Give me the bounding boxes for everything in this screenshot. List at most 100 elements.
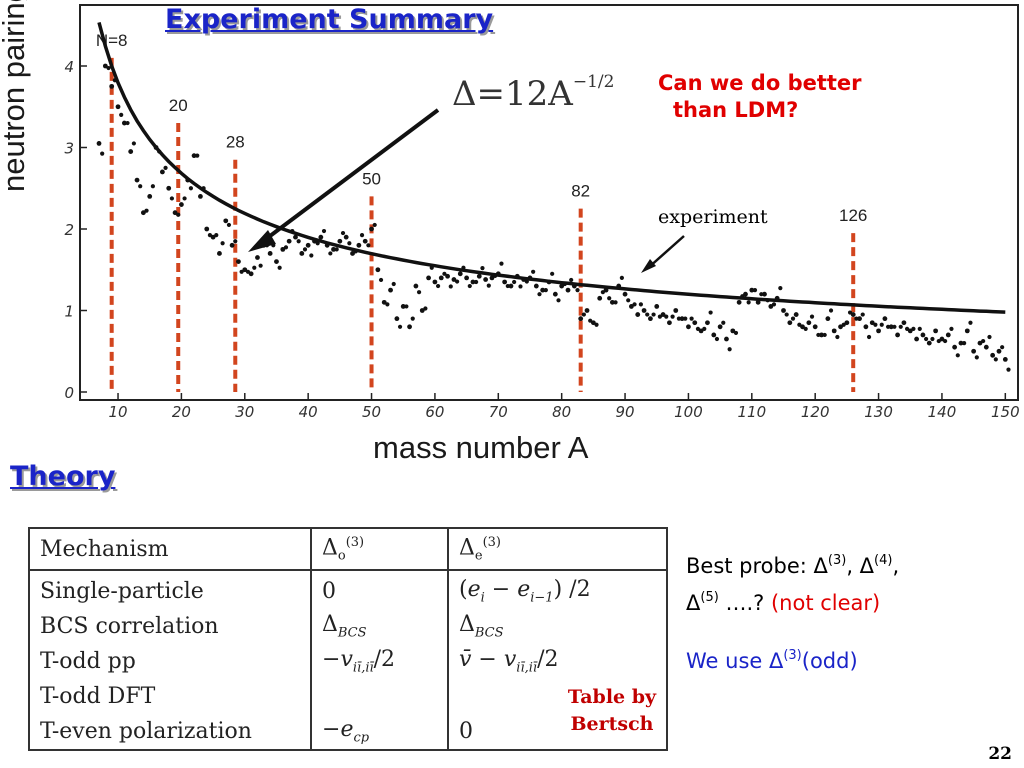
data-point [438, 275, 444, 281]
data-point [911, 326, 916, 331]
ldm-question: Can we do better than LDM? [658, 70, 918, 124]
delta-odd-cell [311, 679, 449, 714]
x-tick-label: 150 [991, 403, 1020, 421]
data-point [943, 338, 948, 344]
data-point [416, 290, 422, 295]
data-point [423, 306, 428, 311]
data-point [464, 275, 470, 281]
formula-arrow [256, 108, 440, 247]
data-point [204, 226, 210, 232]
data-point [356, 242, 362, 248]
data-point [385, 302, 390, 307]
data-point [248, 271, 254, 277]
data-point [844, 320, 850, 326]
data-point [673, 308, 679, 313]
data-point [752, 288, 758, 293]
delta-even-cell: 0 [459, 719, 473, 744]
table-credit-line1: Table by [567, 686, 657, 708]
data-point [138, 184, 143, 189]
data-point [622, 291, 628, 297]
data-point [362, 238, 368, 244]
y-tick-label: 4 [64, 58, 74, 76]
data-point [531, 269, 536, 274]
use-sup: (3) [783, 648, 802, 663]
data-point [350, 251, 355, 256]
data-point [109, 83, 115, 89]
data-point [705, 320, 710, 326]
x-tick-label: 50 [362, 403, 381, 421]
data-point [150, 184, 155, 189]
table-row: Single-particle 0 (ei − ei−1) /2 [29, 570, 667, 609]
data-point [286, 238, 292, 244]
data-point [755, 299, 761, 305]
data-point [882, 316, 888, 322]
data-point [831, 328, 837, 334]
data-point [907, 328, 913, 334]
data-point [790, 316, 796, 321]
data-point [359, 233, 365, 238]
data-point [106, 65, 111, 71]
data-point [512, 279, 517, 285]
table-credit-line2: Bertsch [570, 713, 654, 735]
data-point [689, 316, 694, 321]
data-point [686, 324, 691, 330]
data-point [220, 241, 225, 246]
data-point [119, 112, 124, 117]
data-point [489, 275, 495, 281]
data-point [645, 312, 650, 317]
data-point [299, 251, 305, 256]
data-point [102, 63, 108, 69]
formula-arrow-head [248, 230, 276, 252]
data-point [632, 302, 637, 307]
data-point [277, 265, 282, 270]
data-point [771, 302, 777, 307]
data-point [730, 328, 736, 334]
data-point [480, 266, 485, 271]
data-point [898, 324, 903, 329]
data-point [182, 196, 187, 201]
data-point [990, 352, 996, 358]
data-point [702, 326, 707, 331]
data-point [607, 296, 612, 301]
data-point [746, 300, 751, 305]
fit-formula-base: Δ=12A [452, 74, 573, 114]
data-point [550, 271, 555, 276]
header-delta-even: Δe(3) [448, 528, 667, 571]
data-point [309, 253, 314, 258]
data-point [635, 312, 641, 317]
data-point [397, 324, 403, 329]
probe-text: Δ [686, 591, 701, 615]
use-text: We use Δ [686, 649, 784, 673]
data-point [679, 316, 685, 322]
data-point [451, 277, 457, 282]
data-point [714, 336, 720, 342]
data-point [540, 287, 546, 293]
data-point [559, 283, 565, 289]
data-point [977, 340, 983, 346]
delta-even-cell: (ei − ei−1) /2 [459, 577, 591, 606]
delta-odd-cell: ΔBCS [311, 609, 449, 644]
data-point [619, 275, 624, 280]
section-title: Theory [10, 461, 116, 492]
data-point [476, 273, 482, 279]
mechanism-cell: Single-particle [29, 570, 312, 609]
x-tick-label: 10 [108, 403, 127, 421]
data-point [293, 234, 298, 240]
data-point [857, 316, 862, 322]
mechanism-cell: BCS correlation [29, 609, 312, 644]
data-point [822, 332, 827, 338]
y-tick-label: 2 [64, 221, 74, 239]
data-point [828, 308, 834, 313]
data-point [575, 288, 580, 293]
magic-number-label: 126 [839, 206, 867, 225]
data-point [803, 326, 808, 331]
x-tick-label: 60 [425, 403, 444, 421]
data-point [283, 245, 289, 250]
data-point [939, 336, 945, 342]
data-point [825, 316, 831, 322]
data-point [518, 284, 523, 289]
data-point [749, 287, 755, 293]
ldm-question-line1: Can we do better [658, 71, 862, 95]
x-tick-label: 120 [801, 403, 830, 421]
y-tick-label: 0 [64, 384, 74, 402]
